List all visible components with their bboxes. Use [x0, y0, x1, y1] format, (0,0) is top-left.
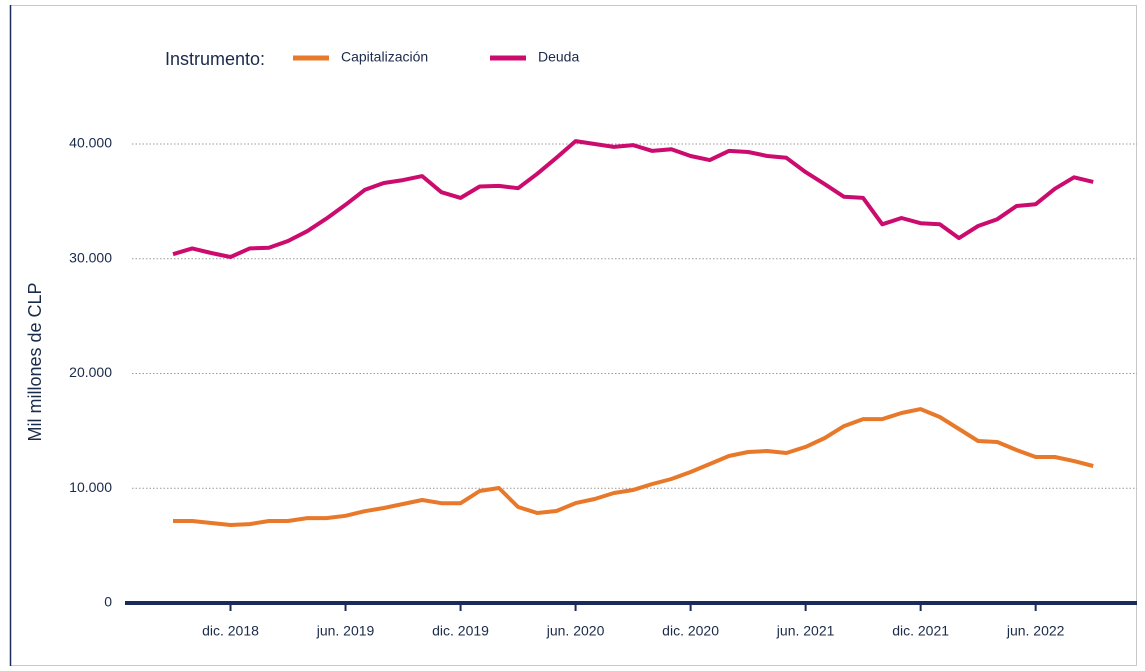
x-tick-label: jun. 2020 — [546, 623, 605, 639]
frame — [10, 5, 1137, 666]
x-tick-label: jun. 2019 — [316, 623, 375, 639]
y-tick-label: 20.000 — [69, 364, 112, 380]
line-series — [172, 139, 1094, 259]
x-tick-label: dic. 2020 — [662, 623, 719, 639]
legend-label: Deuda — [538, 49, 579, 65]
x-tick-label: dic. 2019 — [432, 623, 489, 639]
y-tick-label: 40.000 — [69, 135, 112, 151]
legend-label: Capitalización — [341, 49, 428, 65]
x-tick-label: jun. 2022 — [1006, 623, 1065, 639]
line-series — [173, 407, 1094, 527]
legend-title: Instrumento: — [165, 49, 265, 69]
x-tick-label: dic. 2018 — [202, 623, 259, 639]
x-tick-label: dic. 2021 — [892, 623, 949, 639]
y-tick-label: 10.000 — [69, 479, 112, 495]
x-tick-label: jun. 2021 — [776, 623, 835, 639]
y-tick-label: 30.000 — [69, 249, 112, 265]
y-tick-label: 0 — [104, 594, 112, 610]
y-axis-label: Mil millones de CLP — [25, 282, 45, 441]
